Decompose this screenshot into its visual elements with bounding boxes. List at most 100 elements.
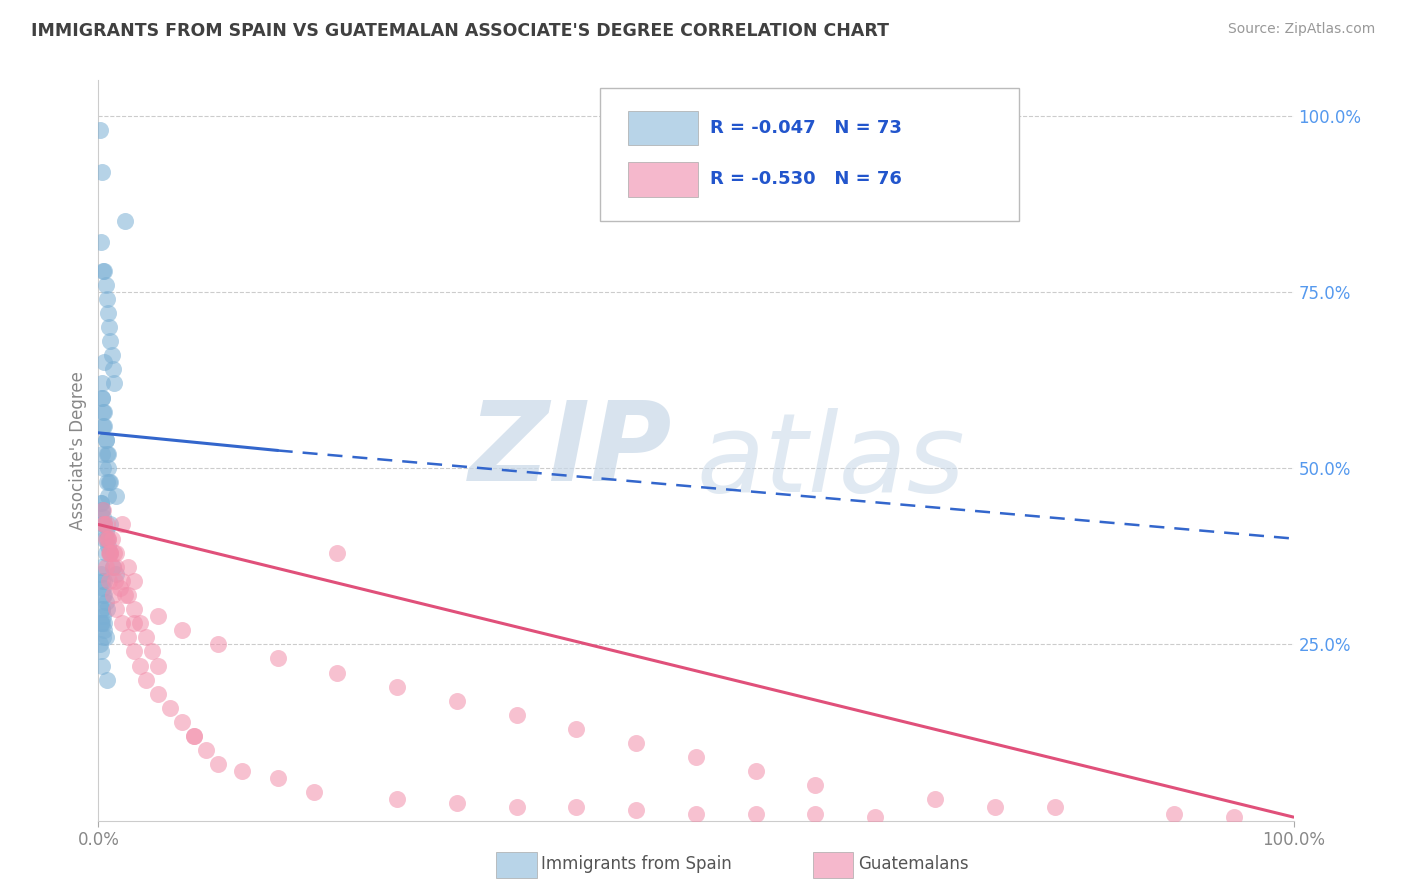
Point <box>207 637 229 651</box>
Point <box>91 418 114 433</box>
Point <box>94 532 117 546</box>
Point <box>90 616 112 631</box>
Point <box>100 532 122 546</box>
Point <box>91 602 114 616</box>
Point <box>183 729 205 743</box>
Point <box>135 630 157 644</box>
Point <box>326 546 349 560</box>
Point <box>745 764 768 779</box>
Point <box>101 559 124 574</box>
Point <box>103 376 125 391</box>
Point <box>101 362 124 376</box>
Point <box>100 348 122 362</box>
Point <box>96 532 118 546</box>
Point <box>93 418 115 433</box>
Point <box>984 799 1007 814</box>
Point <box>89 122 111 136</box>
Point <box>148 687 170 701</box>
Point <box>91 503 114 517</box>
Point <box>101 559 124 574</box>
Point <box>98 334 122 348</box>
Point <box>114 588 136 602</box>
Text: Immigrants from Spain: Immigrants from Spain <box>541 855 733 873</box>
Point <box>1163 806 1185 821</box>
Point <box>117 630 139 644</box>
Point <box>97 461 120 475</box>
FancyBboxPatch shape <box>600 87 1019 221</box>
Point <box>93 624 115 638</box>
Point <box>93 517 115 532</box>
Point <box>93 517 115 532</box>
Point <box>267 651 290 665</box>
Point <box>90 644 112 658</box>
Point <box>96 475 118 490</box>
Point <box>94 559 117 574</box>
Text: R = -0.530   N = 76: R = -0.530 N = 76 <box>710 170 903 188</box>
Point <box>91 391 114 405</box>
Point <box>91 405 114 419</box>
Point <box>105 566 128 581</box>
Point <box>183 729 205 743</box>
Point <box>91 588 114 602</box>
Point <box>685 806 707 821</box>
Point <box>159 701 181 715</box>
Point <box>91 609 114 624</box>
Point <box>101 588 124 602</box>
Point <box>195 743 218 757</box>
Point <box>111 574 134 588</box>
Point <box>91 503 114 517</box>
Point <box>267 772 290 786</box>
Point <box>114 214 136 228</box>
Point <box>626 736 648 750</box>
Point <box>97 532 120 546</box>
Point <box>94 433 117 447</box>
Point <box>93 588 115 602</box>
Point <box>96 292 118 306</box>
Point <box>231 764 253 779</box>
Point <box>148 609 170 624</box>
Point <box>117 559 139 574</box>
Point <box>172 624 194 638</box>
Point <box>93 405 115 419</box>
Point <box>90 496 112 510</box>
Point <box>91 461 114 475</box>
Point <box>104 574 127 588</box>
Point <box>93 532 115 546</box>
Point <box>124 574 146 588</box>
Text: R = -0.047   N = 73: R = -0.047 N = 73 <box>710 119 903 136</box>
Point <box>90 566 112 581</box>
Point <box>90 559 112 574</box>
Point <box>135 673 157 687</box>
Point <box>97 306 120 320</box>
Y-axis label: Associate's Degree: Associate's Degree <box>69 371 87 530</box>
Point <box>91 630 114 644</box>
Point <box>446 796 468 810</box>
Point <box>98 517 122 532</box>
Point <box>124 602 146 616</box>
Text: atlas: atlas <box>696 408 965 515</box>
Point <box>94 524 117 539</box>
Point <box>111 616 134 631</box>
Point <box>91 658 114 673</box>
Point <box>97 447 120 461</box>
Point <box>96 517 118 532</box>
Point <box>98 574 121 588</box>
Point <box>385 792 409 806</box>
Point <box>91 503 114 517</box>
Point <box>98 546 122 560</box>
Point <box>565 799 588 814</box>
Point <box>91 581 114 595</box>
Point <box>1043 799 1066 814</box>
Point <box>105 546 128 560</box>
Point <box>865 810 887 824</box>
Point <box>103 546 125 560</box>
Point <box>90 616 112 631</box>
Point <box>93 263 115 277</box>
Point <box>108 581 131 595</box>
Point <box>91 602 114 616</box>
Point <box>105 489 128 503</box>
Point <box>124 644 146 658</box>
Point <box>385 680 409 694</box>
Point <box>93 574 115 588</box>
Point <box>326 665 349 680</box>
